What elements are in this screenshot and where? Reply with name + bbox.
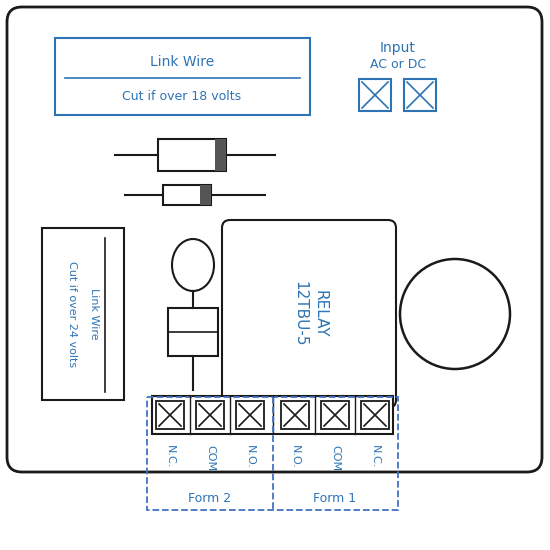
Bar <box>55 38 310 115</box>
Bar <box>42 228 124 400</box>
Bar <box>196 401 224 429</box>
Bar <box>200 185 211 205</box>
Text: AC or DC: AC or DC <box>370 58 426 72</box>
Bar <box>236 401 264 429</box>
Bar <box>158 139 226 171</box>
Bar <box>359 79 391 111</box>
Bar <box>404 79 436 111</box>
Text: Form 1: Form 1 <box>314 492 356 504</box>
Bar <box>281 401 309 429</box>
Text: COM: COM <box>205 445 215 471</box>
Ellipse shape <box>172 239 214 291</box>
FancyBboxPatch shape <box>222 220 396 408</box>
Bar <box>168 308 218 356</box>
Bar <box>163 185 211 205</box>
Bar <box>147 397 398 510</box>
Text: 12TBU-5: 12TBU-5 <box>293 281 307 346</box>
Bar <box>156 401 184 429</box>
Text: N.O.: N.O. <box>290 445 300 469</box>
Text: Cut if over 24 volts: Cut if over 24 volts <box>67 261 77 367</box>
FancyBboxPatch shape <box>7 7 542 472</box>
Bar <box>321 401 349 429</box>
Text: Form 2: Form 2 <box>189 492 232 504</box>
Text: Link Wire: Link Wire <box>150 55 214 69</box>
Text: Link Wire: Link Wire <box>89 288 99 340</box>
Bar <box>215 139 226 171</box>
Bar <box>152 396 393 434</box>
Text: N.C.: N.C. <box>165 445 175 469</box>
Text: RELAY: RELAY <box>312 290 327 338</box>
Bar <box>361 401 389 429</box>
Text: N.C.: N.C. <box>370 445 380 469</box>
Text: N.O.: N.O. <box>245 445 255 469</box>
Text: Input: Input <box>380 41 416 55</box>
Circle shape <box>400 259 510 369</box>
Text: Cut if over 18 volts: Cut if over 18 volts <box>123 90 241 102</box>
Text: COM: COM <box>330 445 340 471</box>
